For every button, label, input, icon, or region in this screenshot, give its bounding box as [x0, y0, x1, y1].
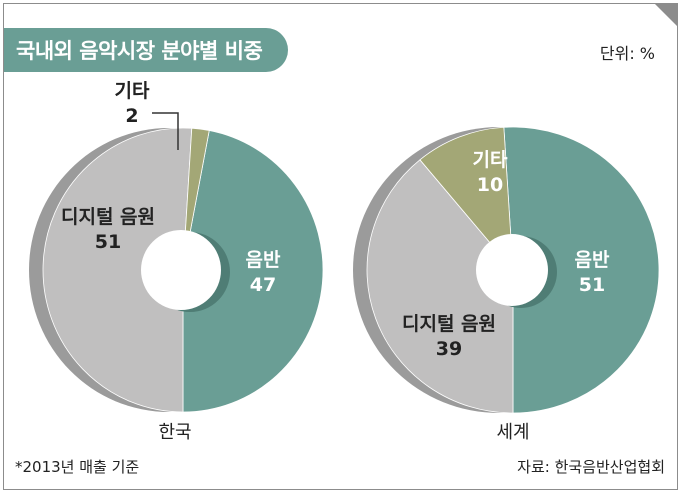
slice-음반 — [182, 130, 324, 413]
donut-chart-1: 음반 47 디지털 음원 51 기타 2 한국 — [29, 80, 324, 443]
slice-label-name: 음반 — [246, 249, 281, 271]
chart-title: 국내외 음악시장 분야별 비중 — [16, 39, 263, 63]
slice-디지털음원 — [42, 127, 193, 413]
title-banner: 국내외 음악시장 분야별 비중 — [4, 28, 288, 72]
source-note: 자료: 한국음반산업협회 — [517, 458, 665, 476]
other-leader-line — [152, 112, 179, 150]
donut-hole — [476, 234, 548, 306]
slice-label-value: 39 — [436, 338, 462, 360]
footnote: *2013년 매출 기준 — [15, 458, 140, 476]
slice-label-value: 2 — [125, 105, 138, 127]
slice-label-value: 51 — [95, 231, 121, 253]
slice-label-value: 51 — [579, 274, 605, 296]
slice-label-name: 음반 — [575, 249, 610, 271]
slice-label-value: 10 — [477, 174, 503, 196]
corner-fold — [655, 4, 677, 26]
donut-hole — [141, 230, 221, 310]
slice-디지털음원 — [366, 159, 514, 414]
slice-label-name: 디지털 음원 — [61, 206, 155, 228]
slice-label-value: 47 — [250, 274, 276, 296]
slice-기타 — [419, 126, 514, 272]
unit-label: 단위: % — [599, 44, 655, 63]
slice-label-name: 기타 — [115, 80, 150, 102]
slice-음반 — [503, 126, 660, 414]
chart-caption: 세계 — [496, 422, 529, 443]
donut-chart-2: 음반 51 디지털 음원 39 기타 10 세계 — [353, 126, 660, 443]
chart-caption: 한국 — [158, 422, 191, 443]
slice-label-name: 기타 — [473, 149, 508, 171]
slice-label-name: 디지털 음원 — [402, 313, 496, 335]
